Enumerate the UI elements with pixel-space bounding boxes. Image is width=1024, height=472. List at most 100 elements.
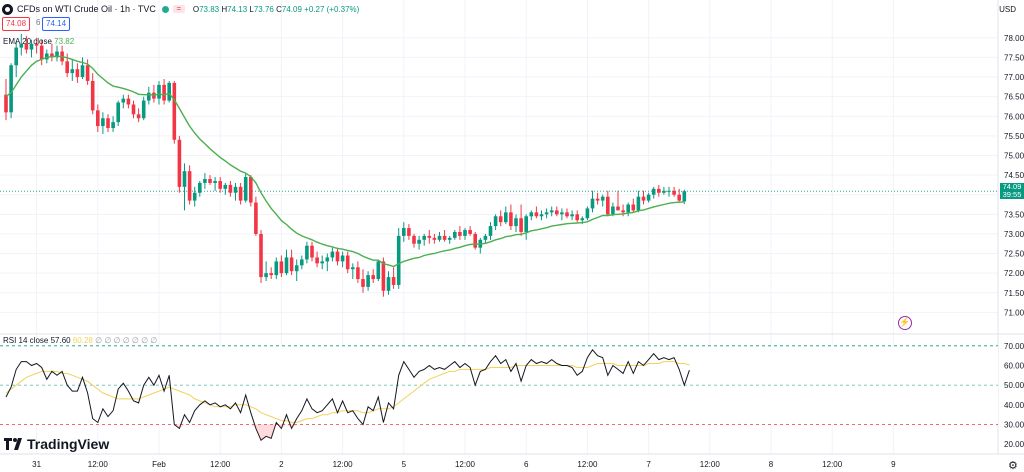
candle-body[interactable] — [300, 259, 304, 266]
candle-body[interactable] — [600, 196, 605, 201]
candle-body[interactable] — [218, 180, 222, 189]
candle-body[interactable] — [585, 208, 590, 219]
candle-body[interactable] — [340, 255, 345, 262]
candle-body[interactable] — [422, 235, 426, 240]
candle-body[interactable] — [24, 43, 29, 50]
candle-body[interactable] — [570, 214, 574, 217]
candle-body[interactable] — [147, 92, 151, 101]
candle-body[interactable] — [391, 277, 396, 285]
candle-body[interactable] — [432, 237, 437, 240]
candle-body[interactable] — [402, 228, 406, 236]
candle-body[interactable] — [65, 61, 69, 74]
candle-body[interactable] — [626, 204, 630, 213]
candle-body[interactable] — [447, 237, 452, 240]
candle-body[interactable] — [437, 235, 442, 240]
candle-body[interactable] — [483, 235, 488, 240]
candle-body[interactable] — [662, 190, 666, 193]
candle-body[interactable] — [534, 212, 539, 217]
candle-body[interactable] — [493, 216, 498, 227]
candle-body[interactable] — [330, 251, 335, 258]
candle-body[interactable] — [396, 235, 401, 285]
candle-body[interactable] — [458, 231, 462, 236]
candle-body[interactable] — [39, 45, 44, 60]
candle-body[interactable] — [621, 210, 625, 213]
candle-body[interactable] — [641, 196, 646, 201]
candle-body[interactable] — [131, 104, 136, 115]
candle-body[interactable] — [50, 53, 54, 58]
candle-body[interactable] — [504, 212, 508, 223]
candle-body[interactable] — [254, 202, 258, 234]
candle-body[interactable] — [412, 235, 416, 244]
candle-body[interactable] — [243, 177, 248, 201]
candle-body[interactable] — [356, 267, 360, 280]
candle-body[interactable] — [126, 98, 131, 105]
candle-body[interactable] — [45, 53, 49, 60]
candle-body[interactable] — [101, 118, 105, 127]
settings-gear-icon[interactable]: ⚙ — [1008, 460, 1018, 472]
candle-body[interactable] — [213, 180, 217, 183]
candle-body[interactable] — [672, 190, 676, 195]
candle-body[interactable] — [29, 43, 34, 50]
lightning-icon[interactable]: ⚡ — [898, 316, 912, 330]
candle-body[interactable] — [657, 188, 661, 193]
candle-body[interactable] — [682, 191, 687, 202]
candle-body[interactable] — [590, 198, 595, 209]
candle-body[interactable] — [555, 210, 559, 215]
symbol-title[interactable]: CFDs on WTI Crude Oil · 1h · TVC — [17, 4, 156, 14]
candle-body[interactable] — [565, 212, 569, 217]
candle-body[interactable] — [182, 171, 187, 187]
candle-body[interactable] — [259, 233, 263, 278]
candle-body[interactable] — [96, 110, 100, 127]
candle-body[interactable] — [453, 231, 457, 238]
candle-body[interactable] — [85, 65, 90, 81]
candle-body[interactable] — [192, 192, 197, 201]
candle-body[interactable] — [172, 82, 177, 140]
ema-legend[interactable]: EMA 20 close 73.82 — [3, 37, 75, 46]
candle-body[interactable] — [463, 230, 467, 236]
candle-body[interactable] — [141, 100, 146, 119]
candle-body[interactable] — [223, 184, 228, 189]
candle-body[interactable] — [294, 265, 299, 272]
candle-body[interactable] — [361, 279, 365, 287]
currency-label[interactable]: USD — [999, 5, 1016, 14]
candle-body[interactable] — [611, 206, 615, 215]
candle-body[interactable] — [371, 275, 375, 280]
candle-body[interactable] — [636, 196, 641, 211]
candle-body[interactable] — [386, 277, 391, 291]
candle-body[interactable] — [539, 214, 544, 217]
candle-body[interactable] — [9, 65, 13, 113]
candle-body[interactable] — [177, 139, 182, 187]
candle-body[interactable] — [529, 212, 534, 217]
candle-body[interactable] — [116, 102, 120, 123]
candle-body[interactable] — [417, 239, 421, 244]
candle-body[interactable] — [274, 261, 279, 276]
candle-body[interactable] — [606, 196, 610, 215]
candle-body[interactable] — [80, 65, 85, 78]
candle-body[interactable] — [269, 273, 273, 276]
candle-body[interactable] — [468, 230, 472, 234]
candle-body[interactable] — [407, 228, 411, 236]
candle-body[interactable] — [646, 194, 651, 201]
candle-body[interactable] — [549, 210, 554, 213]
candle-body[interactable] — [519, 218, 523, 232]
candle-body[interactable] — [106, 118, 110, 129]
candle-body[interactable] — [238, 186, 243, 201]
candle-body[interactable] — [509, 212, 513, 227]
candle-body[interactable] — [345, 255, 350, 270]
candle-body[interactable] — [427, 235, 432, 238]
ask-price[interactable]: 74.14 — [42, 17, 71, 31]
candle-body[interactable] — [616, 206, 620, 211]
candle-body[interactable] — [157, 84, 161, 99]
candle-body[interactable] — [498, 216, 503, 223]
candle-body[interactable] — [335, 251, 340, 262]
candle-body[interactable] — [4, 94, 8, 113]
candle-body[interactable] — [351, 267, 355, 270]
candle-body[interactable] — [233, 186, 238, 193]
candle-body[interactable] — [631, 204, 636, 211]
candle-body[interactable] — [34, 43, 39, 46]
candle-body[interactable] — [667, 190, 671, 192]
bid-price[interactable]: 74.08 — [2, 17, 31, 31]
candle-body[interactable] — [376, 261, 381, 280]
candle-body[interactable] — [315, 257, 319, 264]
candle-body[interactable] — [75, 69, 80, 78]
